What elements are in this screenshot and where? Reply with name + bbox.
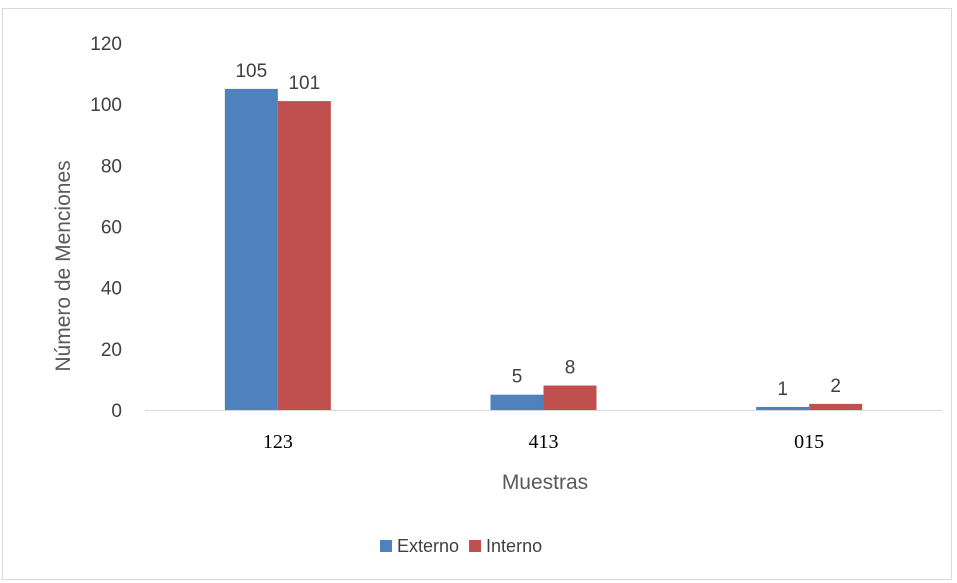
bar-interno-413 [543, 385, 597, 410]
bar-interno-015 [809, 403, 863, 410]
legend-label-externo: Externo [397, 536, 459, 556]
y-axis-ticks: 0 20 40 60 80 100 120 [90, 34, 122, 422]
y-tick-label: 80 [101, 156, 122, 177]
data-label-interno-413: 8 [565, 358, 576, 379]
bar-externo-015 [756, 406, 810, 410]
y-tick-label: 40 [101, 279, 122, 300]
x-category-label: 413 [529, 431, 559, 453]
bar-externo-413 [490, 394, 544, 410]
bars [224, 88, 863, 410]
y-tick-label: 120 [90, 34, 122, 55]
x-axis-category-labels: 123 413 015 [263, 431, 824, 453]
legend: Externo Interno [380, 536, 542, 556]
y-tick-label: 100 [90, 95, 122, 116]
y-tick-label: 20 [101, 340, 122, 361]
chart-frame [2, 8, 952, 580]
data-label-externo-015: 1 [777, 379, 788, 400]
data-label-interno-123: 101 [288, 73, 320, 94]
data-label-externo-123: 105 [235, 61, 267, 82]
y-tick-label: 0 [111, 401, 122, 422]
x-category-label: 015 [794, 431, 824, 453]
x-axis-title: Muestras [502, 471, 588, 494]
y-tick-label: 60 [101, 218, 122, 239]
data-label-interno-015: 2 [830, 376, 841, 397]
data-labels: 105 101 5 8 1 2 [235, 61, 840, 400]
legend-swatch-externo [380, 540, 392, 552]
legend-label-interno: Interno [486, 536, 542, 556]
data-label-externo-413: 5 [512, 367, 523, 388]
bar-interno-123 [277, 101, 331, 410]
legend-swatch-interno [469, 540, 482, 552]
y-axis-title: Número de Menciones [52, 160, 75, 371]
bar-externo-123 [224, 88, 278, 410]
x-category-label: 123 [263, 431, 293, 453]
